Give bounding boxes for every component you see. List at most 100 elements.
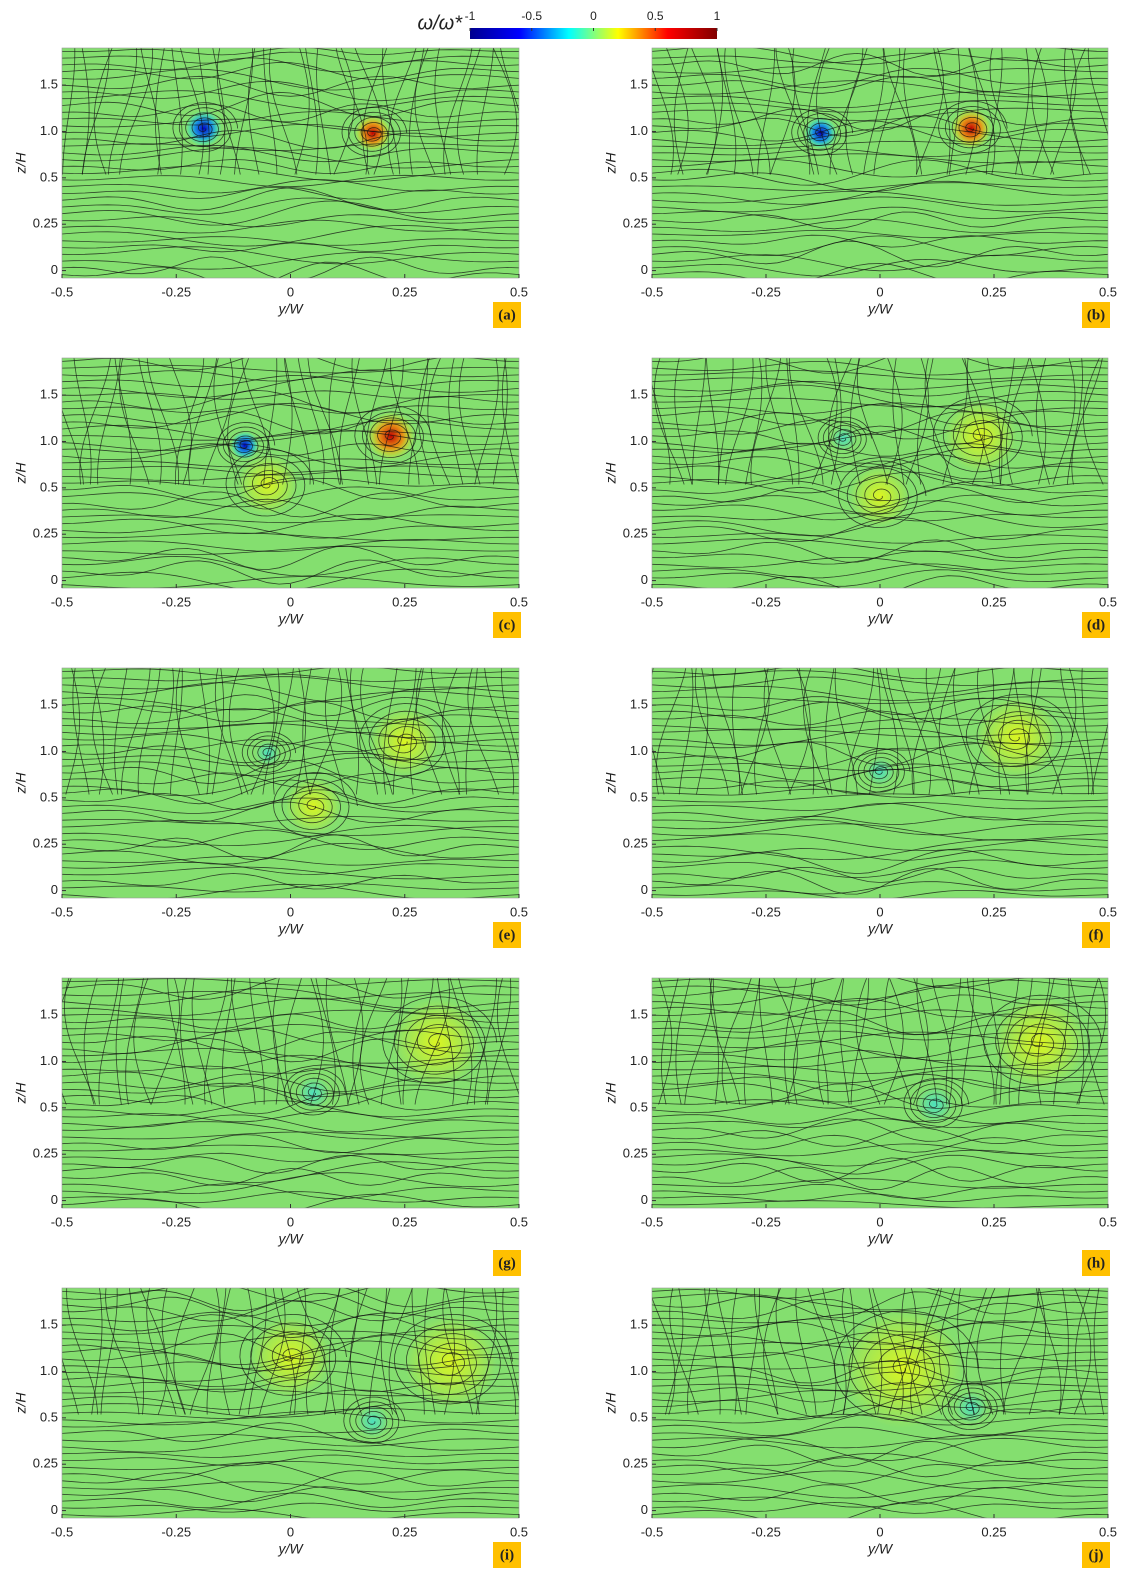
streamline <box>362 48 388 175</box>
streamline <box>352 978 371 1105</box>
streamline <box>652 1022 1108 1036</box>
streamline <box>62 103 519 123</box>
x-tick-label: 0.5 <box>510 284 528 299</box>
streamline <box>799 668 815 795</box>
streamline <box>675 978 691 1105</box>
streamlines <box>652 48 1108 278</box>
streamline <box>709 978 741 1105</box>
x-tick-label: 0 <box>876 284 883 299</box>
streamline <box>652 550 1108 565</box>
streamline <box>932 396 1033 473</box>
streamlines <box>652 978 1108 1208</box>
panel-label-box <box>1082 922 1110 948</box>
streamline <box>62 539 519 552</box>
panel: -0.5 -0.25 0 0.25 0.5 0 0.25 0.5 1.0 1.5 y/W z/H (f) <box>603 667 1117 948</box>
streamline <box>234 48 253 175</box>
streamline <box>1032 48 1049 175</box>
x-axis-label: y/W <box>277 611 304 627</box>
y-tick-label: 1.5 <box>40 387 58 402</box>
streamline <box>62 829 519 851</box>
streamline <box>324 668 346 795</box>
streamline <box>62 1492 519 1509</box>
streamline <box>458 978 489 1105</box>
streamline <box>475 1288 498 1415</box>
x-tick-label: 0.25 <box>392 904 417 919</box>
streamline <box>72 668 90 795</box>
y-tick-label: 1.0 <box>630 123 648 138</box>
streamline <box>62 1407 519 1419</box>
streamline <box>343 1396 406 1444</box>
streamline <box>62 142 519 151</box>
streamline <box>62 1154 519 1174</box>
streamline <box>652 258 1108 277</box>
streamline <box>297 358 325 485</box>
y-tick-label: 0.5 <box>630 169 648 184</box>
streamline <box>652 1434 1108 1449</box>
streamline <box>652 727 1108 746</box>
x-tick-label: -0.25 <box>751 904 781 919</box>
streamline <box>502 1288 519 1400</box>
x-tick-label: -0.25 <box>751 1524 781 1539</box>
streamline <box>62 1470 519 1493</box>
streamline <box>62 757 519 776</box>
streamline <box>1030 668 1063 795</box>
streamline <box>62 90 519 111</box>
streamline <box>652 377 1108 390</box>
streamlines <box>62 668 519 898</box>
x-tick-label: 0.25 <box>981 904 1006 919</box>
streamline <box>62 1168 519 1186</box>
streamline <box>351 358 377 485</box>
colorbar-tick-label: 0.5 <box>647 9 664 23</box>
y-tick-label: 1.0 <box>40 1053 58 1068</box>
streamline <box>62 1311 519 1327</box>
streamline <box>652 1143 1108 1157</box>
streamline <box>1087 48 1108 137</box>
vortex-shading <box>916 1086 953 1123</box>
y-axis-label: z/H <box>13 1082 29 1105</box>
streamline <box>150 978 180 1105</box>
x-tick-label: 0.25 <box>981 1524 1006 1539</box>
streamline <box>807 1288 837 1415</box>
streamline <box>484 668 515 795</box>
streamline <box>62 1461 519 1471</box>
streamline <box>442 1288 473 1415</box>
streamline <box>197 48 210 175</box>
streamline <box>62 118 519 132</box>
panel: -0.5 -0.25 0 0.25 0.5 0 0.25 0.5 1.0 1.5 y/W z/H (c) <box>13 357 528 638</box>
x-tick-label: 0.25 <box>392 1524 417 1539</box>
x-tick-label: 0.25 <box>981 594 1006 609</box>
streamline <box>652 107 1108 121</box>
panel-label: (e) <box>499 927 516 943</box>
streamline <box>709 978 719 1105</box>
streamline <box>152 668 174 795</box>
streamline <box>786 358 800 485</box>
streamline <box>652 823 1108 841</box>
streamline <box>652 1118 1108 1129</box>
streamline <box>62 1502 519 1513</box>
streamline <box>379 358 404 485</box>
y-tick-label: 1.5 <box>40 1317 58 1332</box>
y-tick-label: 0.25 <box>623 1146 648 1161</box>
y-tick-label: 0 <box>51 1502 58 1517</box>
streamline <box>500 48 519 113</box>
streamline <box>62 824 519 847</box>
streamline <box>652 425 1108 445</box>
streamline <box>652 1437 1108 1462</box>
streamline <box>652 563 1108 579</box>
streamline <box>138 358 162 485</box>
streamline <box>734 48 771 175</box>
streamline <box>465 668 478 795</box>
streamline <box>817 416 872 459</box>
streamline <box>62 256 519 278</box>
streamline <box>62 1422 519 1444</box>
streamline <box>1031 48 1055 175</box>
streamline <box>62 1134 519 1154</box>
streamline <box>62 739 519 753</box>
y-tick-label: 0.25 <box>33 526 58 541</box>
streamline <box>155 48 165 175</box>
streamline <box>305 48 319 175</box>
streamline <box>652 670 1108 686</box>
streamline <box>910 1288 942 1415</box>
streamline <box>652 1050 1108 1062</box>
streamline <box>262 668 280 795</box>
